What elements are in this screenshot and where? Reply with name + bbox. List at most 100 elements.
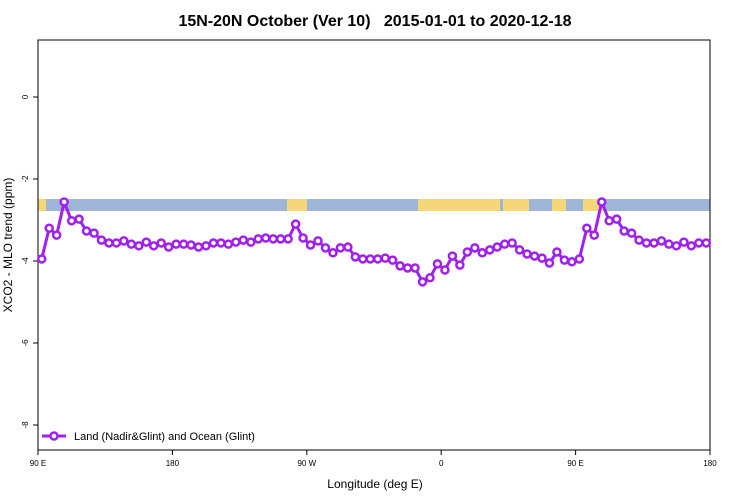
data-point (193, 242, 204, 252)
data-point (350, 252, 361, 262)
data-point (298, 233, 308, 243)
chart-title: 15N-20N October (Ver 10) 2015-01-01 to 2… (178, 13, 571, 30)
data-point (671, 241, 682, 251)
data-point (410, 263, 420, 273)
data-point (567, 257, 577, 267)
data-point (119, 236, 129, 246)
data-point (208, 238, 219, 248)
data-point (380, 253, 390, 263)
data-point (701, 238, 712, 248)
data-point (432, 259, 443, 269)
data-point (51, 230, 62, 240)
data-point (178, 239, 189, 249)
data-point (514, 245, 525, 255)
land-patch (552, 199, 566, 211)
data-point (81, 226, 92, 236)
x-tick-label: 90 E (567, 459, 583, 468)
x-tick-label: 180 (703, 459, 717, 468)
data-point (163, 242, 174, 252)
data-point (66, 216, 77, 226)
y-tick-label: 0 (21, 94, 30, 99)
data-point (305, 240, 316, 250)
land-patch (38, 199, 46, 211)
data-point (470, 243, 480, 253)
data-point (477, 248, 488, 258)
legend-label: Land (Nadir&Glint) and Ocean (Glint) (74, 431, 255, 443)
data-point (59, 197, 69, 207)
data-point (537, 253, 547, 263)
land-patch (287, 199, 307, 211)
x-tick-label: 0 (439, 459, 444, 468)
data-point (358, 254, 368, 264)
data-point (447, 251, 458, 261)
data-point (656, 236, 667, 246)
data-point (216, 238, 226, 248)
ocean-band (38, 199, 710, 211)
data-point (238, 235, 249, 245)
data-point (283, 234, 293, 244)
land-ocean-band (38, 199, 710, 211)
data-point (126, 239, 137, 249)
legend-marker (49, 431, 59, 441)
data-point (664, 239, 674, 249)
data-point (455, 260, 465, 270)
data-point (544, 258, 555, 268)
data-point (96, 235, 107, 245)
data-point (492, 242, 502, 252)
data-point (104, 238, 114, 248)
data-point (111, 238, 122, 248)
data-point (402, 263, 413, 273)
data-point (36, 254, 47, 264)
y-tick-label: -8 (21, 421, 30, 429)
data-point (529, 251, 540, 261)
data-point (223, 239, 234, 249)
data-point (649, 238, 659, 248)
data-point (260, 233, 271, 243)
data-point (499, 239, 510, 249)
data-point (425, 273, 435, 283)
data-point (313, 236, 323, 246)
data-point (275, 234, 286, 244)
data-point (604, 216, 614, 226)
data-point (343, 242, 353, 252)
data-point (596, 197, 607, 207)
land-patch (503, 199, 529, 211)
data-point (589, 230, 600, 240)
data-point (171, 239, 181, 249)
data-point (290, 219, 301, 229)
y-tick-label: -6 (21, 339, 30, 347)
y-tick-label: -2 (21, 175, 30, 183)
data-point (335, 243, 346, 253)
data-point (484, 245, 495, 255)
land-patch (418, 199, 500, 211)
data-point (679, 237, 689, 247)
data-point (417, 277, 428, 287)
y-tick-label: -4 (21, 257, 30, 265)
data-point (253, 234, 264, 244)
data-point (559, 255, 570, 265)
data-point (320, 243, 331, 253)
data-point (582, 223, 592, 233)
data-point (522, 249, 532, 259)
data-point (574, 254, 585, 264)
data-point (141, 237, 152, 247)
data-point (134, 241, 144, 251)
data-point (686, 241, 697, 251)
x-tick-label: 90 W (297, 459, 316, 468)
data-point (507, 238, 517, 248)
data-point (268, 234, 278, 244)
data-point (626, 228, 637, 238)
data-point (201, 241, 211, 251)
x-axis-label: Longitude (deg E) (327, 477, 422, 491)
data-point (552, 247, 562, 257)
data-point (372, 254, 383, 264)
data-point (365, 254, 376, 264)
data-point (186, 240, 196, 250)
data-point (440, 265, 450, 275)
data-point (89, 228, 99, 238)
data-point (619, 226, 629, 236)
data-point (231, 237, 241, 247)
y-axis-label: XCO2 - MLO trend (ppm) (1, 178, 15, 313)
data-point (44, 223, 54, 233)
